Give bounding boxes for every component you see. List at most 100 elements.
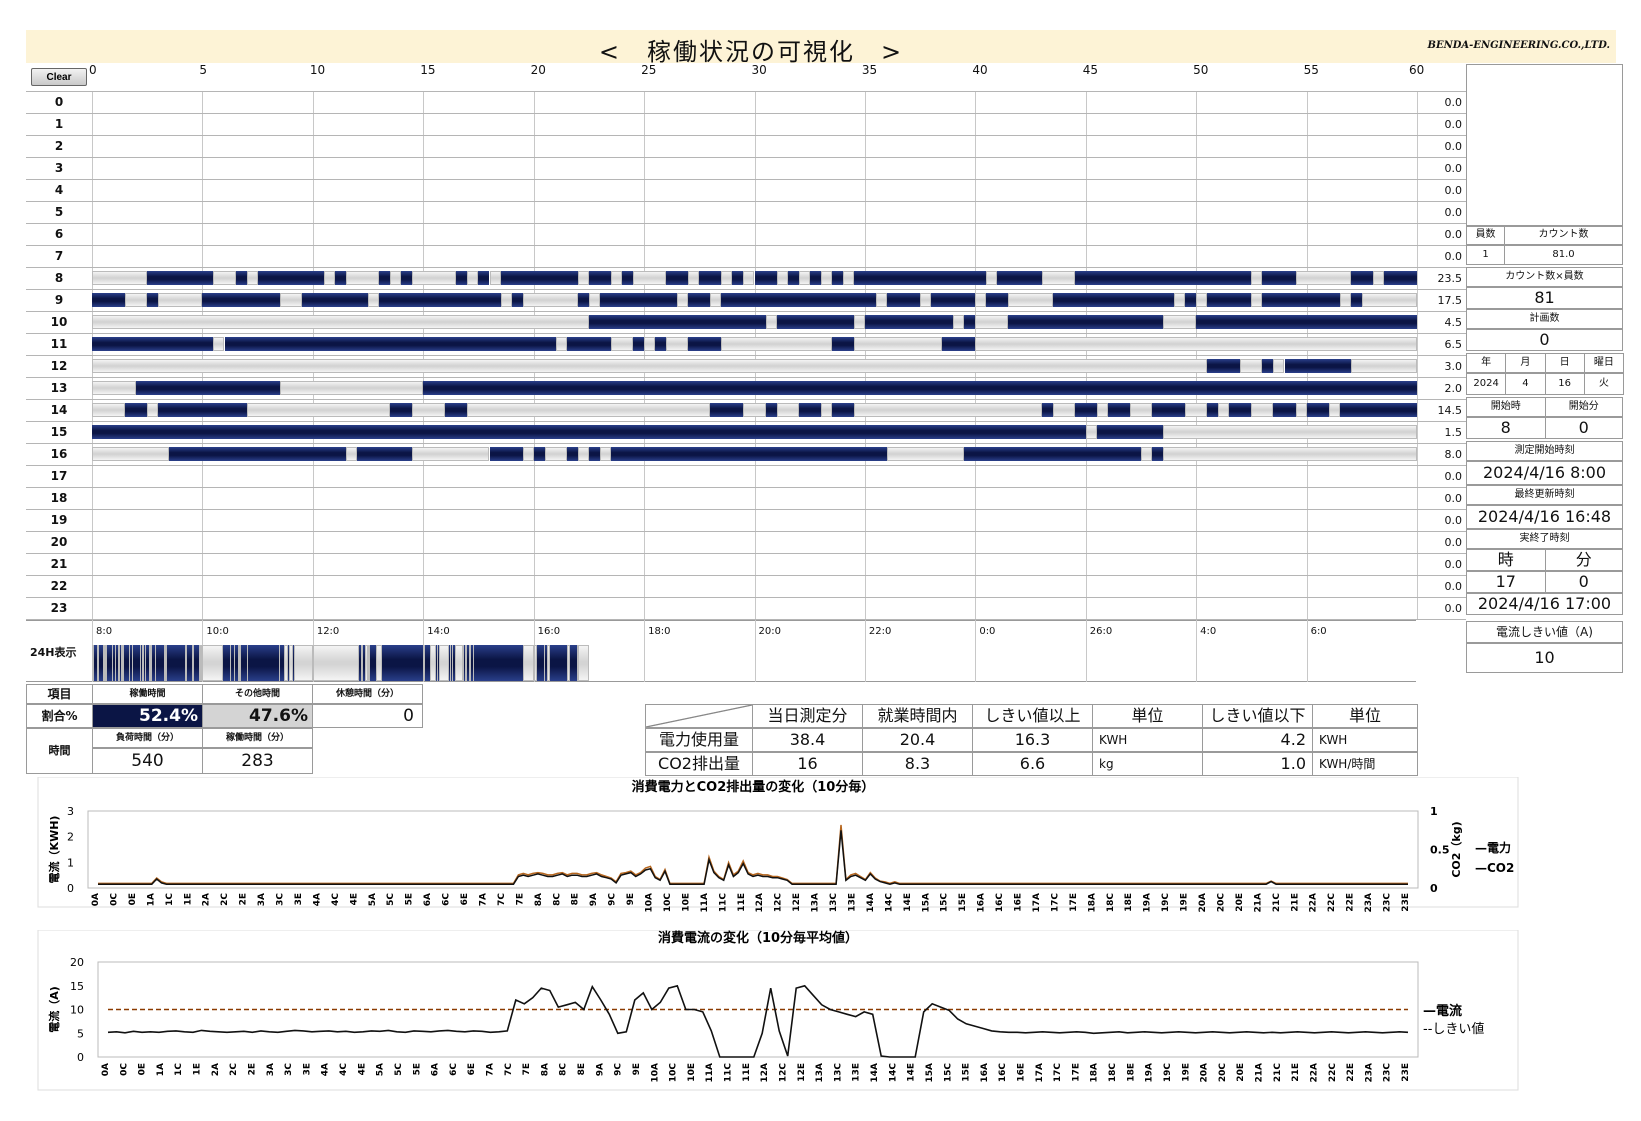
- x-tick-label: 7A: [486, 1063, 496, 1076]
- hour-row-label: 4: [54, 183, 64, 197]
- h24-other-bar: [365, 645, 369, 681]
- op-time-label: 稼働時間（分）: [202, 728, 313, 748]
- other-segment: [147, 403, 159, 417]
- other-segment: [368, 293, 380, 307]
- operating-segment: [588, 271, 611, 285]
- operating-segment: [92, 293, 126, 307]
- h24-other-bar: [200, 645, 203, 681]
- hour-row-label: 12: [50, 359, 68, 373]
- h24-other-bar: [149, 645, 152, 681]
- x-tick-label: 6C: [442, 893, 452, 906]
- x-tick-label: 12C: [778, 1063, 788, 1083]
- x-tick-label: 12A: [760, 1063, 770, 1083]
- other-segment: [644, 337, 656, 351]
- operating-segment: [379, 293, 501, 307]
- other-segment: [1328, 403, 1340, 417]
- hour-row-label: 16: [50, 447, 68, 461]
- operating-segment: [831, 403, 854, 417]
- hour-row-value: 0.0: [1444, 514, 1463, 527]
- x-tick-label: 1E: [193, 1063, 203, 1075]
- operating-segment: [997, 271, 1042, 285]
- h24-operating-bar: [263, 645, 277, 681]
- x-tick-label: 8E: [571, 893, 581, 905]
- other-segment: [522, 293, 578, 307]
- clear-button[interactable]: Clear: [31, 68, 87, 86]
- power-table-cell: 16.3: [972, 728, 1093, 752]
- h24-other-bar: [289, 645, 294, 681]
- other-segment: [577, 447, 589, 461]
- x-tick-label: 1A: [156, 1063, 166, 1076]
- x-tick-label: 23A: [1364, 893, 1374, 912]
- other-segment: [1129, 403, 1152, 417]
- x-tick-label: 7E: [522, 1063, 532, 1075]
- grid-hline: [26, 443, 1466, 444]
- power-table-cell: KWH: [1092, 728, 1203, 752]
- x-tick-label: 19E: [1181, 1063, 1191, 1082]
- h24-operating-bar: [449, 645, 451, 681]
- actual-end-label: 実終了時刻: [1466, 529, 1623, 549]
- x-tick-label: 18C: [1106, 893, 1116, 912]
- h24-operating-bar: [454, 645, 456, 681]
- y-axis-label: 電流（A): [47, 986, 61, 1033]
- date-header-label: 月: [1505, 353, 1546, 373]
- h24-operating-bar: [282, 645, 284, 681]
- x-tick-label: 0C: [119, 1063, 129, 1076]
- y-tick-label: 20: [70, 956, 84, 969]
- y-tick-label: 0: [67, 882, 74, 895]
- hour-row-value: 0.0: [1444, 184, 1463, 197]
- h24-operating-bar: [223, 645, 231, 681]
- operating-segment: [147, 293, 159, 307]
- x-tick-label: 16C: [998, 1063, 1008, 1083]
- power-table-cell: 20.4: [862, 728, 973, 752]
- operating-segment: [787, 271, 799, 285]
- x-tick-label: 15A: [925, 1063, 935, 1083]
- other-segment: [1140, 447, 1152, 461]
- x-tick-label: 3A: [257, 893, 267, 906]
- other-segment: [1041, 271, 1075, 285]
- other-segment: [1361, 293, 1417, 307]
- h24-operating-bar: [570, 645, 578, 681]
- h24-operating-bar: [470, 645, 472, 681]
- x-tick-label: 6A: [431, 1063, 441, 1076]
- h24-other-bar: [578, 645, 589, 681]
- h24-time-label: 10:0: [206, 626, 229, 637]
- x-tick-label: 15E: [958, 893, 968, 912]
- other-segment: [213, 337, 225, 351]
- h24-operating-bar: [112, 645, 114, 681]
- hour-row-label: 8: [54, 271, 64, 285]
- x-tick-label: 4C: [339, 1063, 349, 1076]
- power-series-line: [98, 830, 1408, 885]
- power-table-cell: 4.2: [1202, 728, 1313, 752]
- other-segment: [1240, 359, 1263, 373]
- operating-segment: [765, 403, 777, 417]
- x-tick-label: 19E: [1180, 893, 1190, 912]
- operating-segment: [334, 271, 346, 285]
- grid-hline: [26, 531, 1466, 532]
- operating-segment: [1262, 293, 1340, 307]
- hour-row-value: 0.0: [1444, 206, 1463, 219]
- other-segment: [125, 293, 148, 307]
- x-tick-label: 11C: [724, 1063, 734, 1083]
- x-tick-label: 11E: [737, 893, 747, 912]
- h24-other-bar: [429, 645, 436, 681]
- h24-operating-bar: [145, 645, 148, 681]
- grid-hline: [26, 245, 1466, 246]
- x-tick-label: 0E: [128, 893, 138, 905]
- other-segment: [92, 315, 589, 329]
- operating-segment: [224, 337, 556, 351]
- x-tick-label: 1C: [165, 893, 175, 906]
- h24-operating-bar: [359, 645, 361, 681]
- x-tick-label: 2E: [239, 893, 249, 905]
- h24-other-bar: [375, 645, 382, 681]
- power-co2-chart: 消費電力とCO2排出量の変化（10分毎） 0 1 2 3 電流（KWH) 0A 0C 0E 1A 1…: [37, 777, 1519, 912]
- x-tick-label: 13E: [852, 1063, 862, 1082]
- operating-segment: [599, 293, 678, 307]
- operating-segment: [1008, 315, 1164, 329]
- x-tick-label: 12C: [774, 893, 784, 912]
- grid-hline: [26, 487, 1466, 488]
- operating-segment: [566, 337, 611, 351]
- chart-title: 消費電力とCO2排出量の変化（10分毎）: [632, 779, 875, 795]
- h24-operating-bar: [464, 645, 466, 681]
- other-segment: [92, 447, 170, 461]
- y-tick-label: 5: [77, 1027, 84, 1040]
